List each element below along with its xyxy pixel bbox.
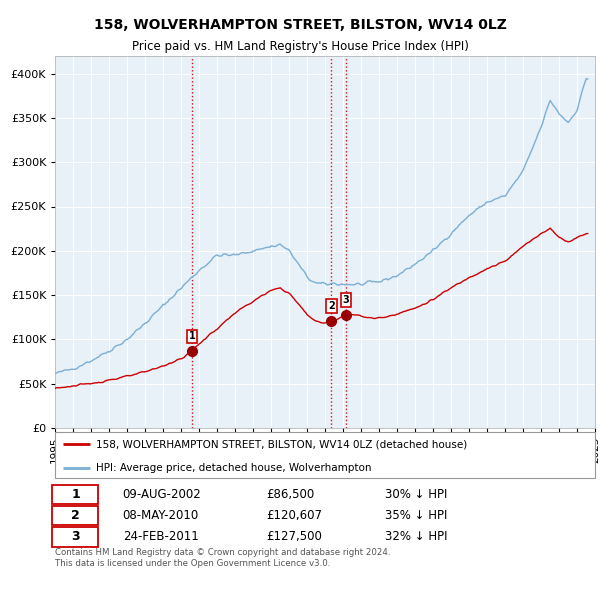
Text: £120,607: £120,607 xyxy=(266,509,322,522)
Text: 24-FEB-2011: 24-FEB-2011 xyxy=(122,530,199,543)
Text: 2: 2 xyxy=(328,301,335,312)
Text: 08-MAY-2010: 08-MAY-2010 xyxy=(122,509,199,522)
Text: 1: 1 xyxy=(71,488,80,501)
FancyBboxPatch shape xyxy=(53,506,98,526)
Text: 32% ↓ HPI: 32% ↓ HPI xyxy=(385,530,447,543)
Text: Price paid vs. HM Land Registry's House Price Index (HPI): Price paid vs. HM Land Registry's House … xyxy=(131,40,469,53)
Text: 35% ↓ HPI: 35% ↓ HPI xyxy=(385,509,447,522)
Text: 3: 3 xyxy=(71,530,80,543)
Text: 2: 2 xyxy=(71,509,80,522)
Text: 1: 1 xyxy=(188,332,196,342)
Text: This data is licensed under the Open Government Licence v3.0.: This data is licensed under the Open Gov… xyxy=(55,559,331,568)
Text: £127,500: £127,500 xyxy=(266,530,322,543)
Text: 30% ↓ HPI: 30% ↓ HPI xyxy=(385,488,447,501)
Text: £86,500: £86,500 xyxy=(266,488,314,501)
Text: HPI: Average price, detached house, Wolverhampton: HPI: Average price, detached house, Wolv… xyxy=(96,463,371,473)
FancyBboxPatch shape xyxy=(53,484,98,504)
Text: Contains HM Land Registry data © Crown copyright and database right 2024.: Contains HM Land Registry data © Crown c… xyxy=(55,548,391,556)
Text: 158, WOLVERHAMPTON STREET, BILSTON, WV14 0LZ: 158, WOLVERHAMPTON STREET, BILSTON, WV14… xyxy=(94,18,506,32)
FancyBboxPatch shape xyxy=(53,527,98,546)
Text: 3: 3 xyxy=(343,295,349,305)
Text: 158, WOLVERHAMPTON STREET, BILSTON, WV14 0LZ (detached house): 158, WOLVERHAMPTON STREET, BILSTON, WV14… xyxy=(96,440,467,450)
Text: 09-AUG-2002: 09-AUG-2002 xyxy=(122,488,202,501)
